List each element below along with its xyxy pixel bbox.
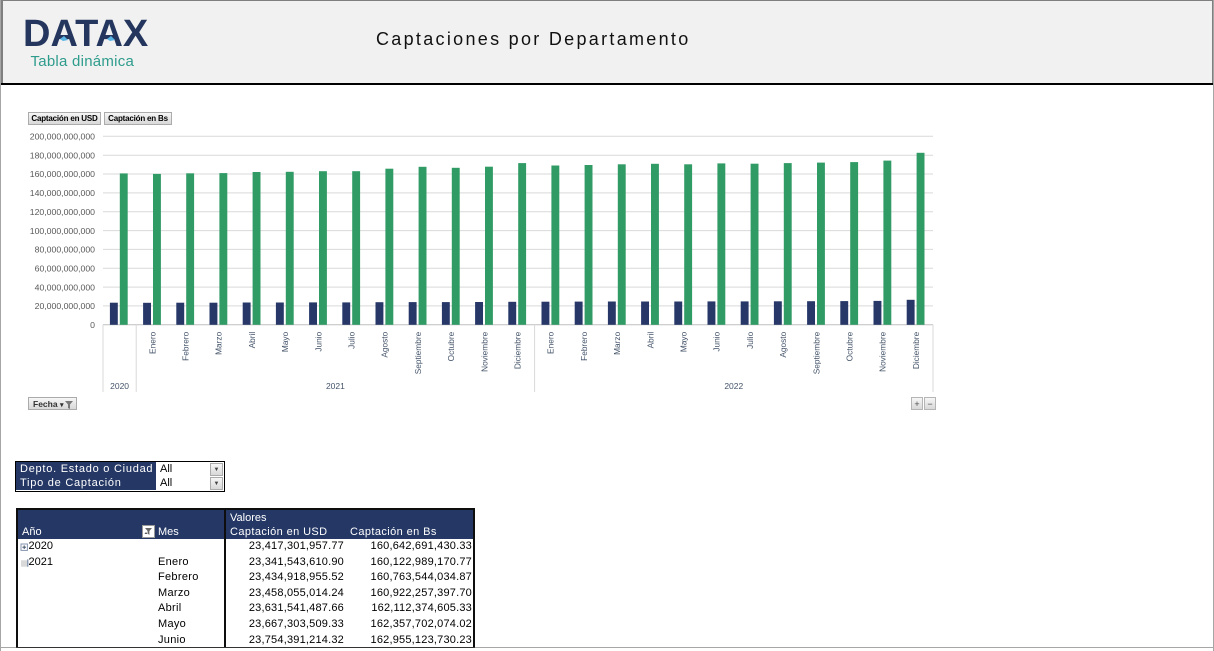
svg-text:Abril: Abril (247, 332, 257, 349)
svg-text:180,000,000,000: 180,000,000,000 (30, 150, 95, 160)
svg-text:Agosto: Agosto (380, 331, 390, 357)
svg-text:Septiembre: Septiembre (413, 331, 423, 374)
svg-text:Junio: Junio (313, 331, 323, 351)
svg-text:Mayo: Mayo (679, 331, 689, 352)
svg-text:Julio: Julio (347, 331, 357, 348)
svg-text:Octubre: Octubre (446, 331, 456, 361)
svg-text:Agosto: Agosto (778, 331, 788, 357)
svg-text:Noviembre: Noviembre (878, 331, 888, 372)
svg-text:Octubre: Octubre (845, 331, 855, 361)
svg-text:140,000,000,000: 140,000,000,000 (30, 188, 95, 198)
svg-text:2020: 2020 (110, 381, 129, 391)
svg-text:20,000,000,000: 20,000,000,000 (35, 301, 96, 311)
svg-text:Febrero: Febrero (579, 331, 589, 360)
svg-text:200,000,000,000: 200,000,000,000 (30, 132, 95, 142)
svg-text:2022: 2022 (724, 381, 743, 391)
svg-text:120,000,000,000: 120,000,000,000 (30, 207, 95, 217)
svg-text:Marzo: Marzo (612, 331, 622, 354)
svg-text:100,000,000,000: 100,000,000,000 (30, 226, 95, 236)
svg-text:Septiembre: Septiembre (811, 331, 821, 374)
svg-text:Mayo: Mayo (280, 331, 290, 352)
svg-text:160,000,000,000: 160,000,000,000 (30, 169, 95, 179)
svg-text:Junio: Junio (712, 331, 722, 351)
svg-text:0: 0 (90, 320, 95, 330)
svg-text:Marzo: Marzo (214, 331, 224, 354)
svg-text:Diciembre: Diciembre (911, 331, 921, 369)
svg-text:Enero: Enero (147, 331, 157, 354)
svg-text:Diciembre: Diciembre (513, 331, 523, 369)
svg-text:80,000,000,000: 80,000,000,000 (35, 245, 96, 255)
svg-text:Abril: Abril (645, 332, 655, 349)
svg-text:Julio: Julio (745, 331, 755, 348)
svg-text:2021: 2021 (326, 381, 345, 391)
svg-text:40,000,000,000: 40,000,000,000 (35, 282, 96, 292)
svg-text:Febrero: Febrero (181, 331, 191, 360)
svg-text:Noviembre: Noviembre (479, 331, 489, 372)
svg-text:Enero: Enero (546, 331, 556, 354)
svg-text:60,000,000,000: 60,000,000,000 (35, 263, 96, 273)
